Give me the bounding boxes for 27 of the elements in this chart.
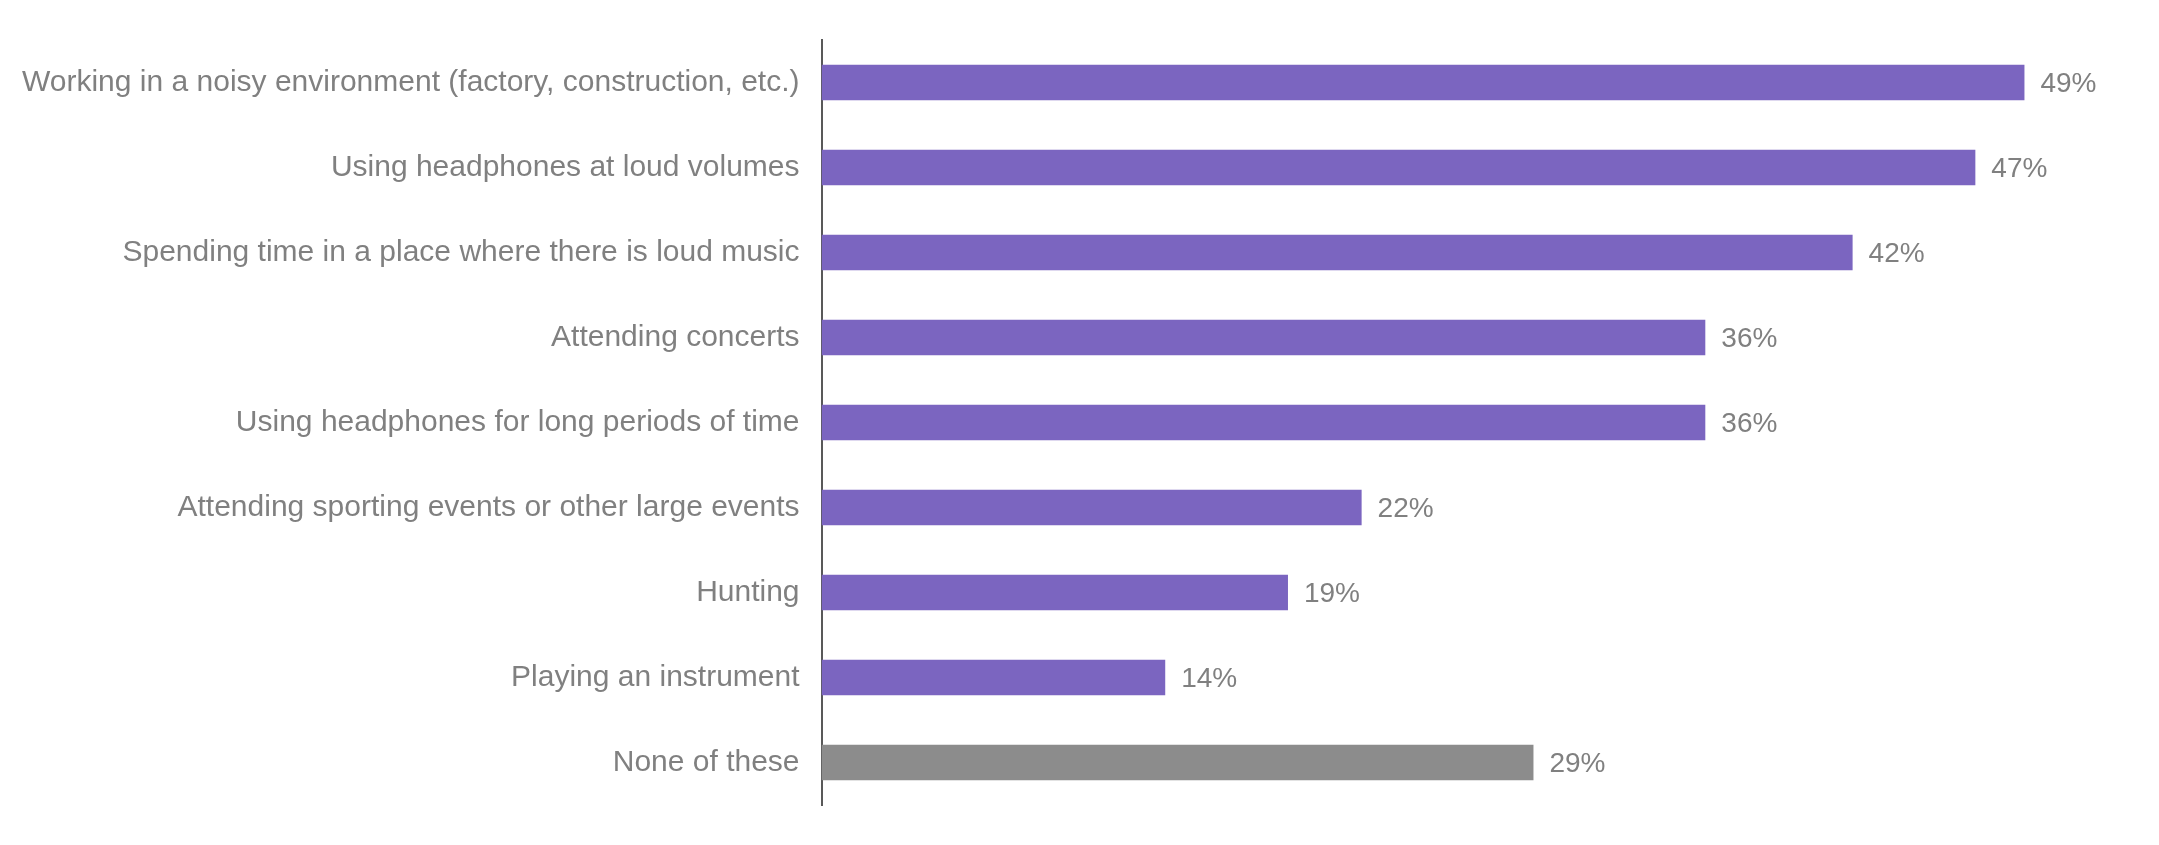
y-tick-label: Using headphones at loud volumes <box>330 148 800 182</box>
bar <box>821 149 1976 186</box>
data-label: 29% <box>1549 747 1606 779</box>
y-tick-label: Hunting <box>696 573 800 607</box>
bar <box>821 744 1534 781</box>
y-tick-label: Attending sporting events or other large events <box>177 488 800 522</box>
bar <box>821 659 1166 696</box>
y-tick-label: Using headphones for long periods of time <box>235 403 800 437</box>
y-tick-label: Spending time in a place where there is loud music <box>122 233 800 267</box>
bar <box>821 234 1853 271</box>
y-tick-label: Attending concerts <box>551 318 800 352</box>
y-tick-label: Working in a noisy environment (factory, construction, etc.) <box>21 63 800 97</box>
data-label: 14% <box>1181 662 1238 694</box>
bar <box>821 319 1706 356</box>
data-label: 49% <box>2040 67 2097 99</box>
data-label: 19% <box>1303 577 1361 609</box>
bar <box>821 64 2025 101</box>
bar <box>821 489 1362 526</box>
data-label: 42% <box>1868 237 1925 269</box>
y-tick-label: Playing an instrument <box>511 658 801 692</box>
bar <box>821 574 1288 611</box>
data-label: 22% <box>1377 492 1434 524</box>
data-label: 47% <box>1991 152 2048 184</box>
data-label: 36% <box>1721 407 1778 439</box>
bar <box>821 404 1706 441</box>
y-tick-label: None of these <box>612 743 800 777</box>
data-label: 36% <box>1721 322 1778 354</box>
